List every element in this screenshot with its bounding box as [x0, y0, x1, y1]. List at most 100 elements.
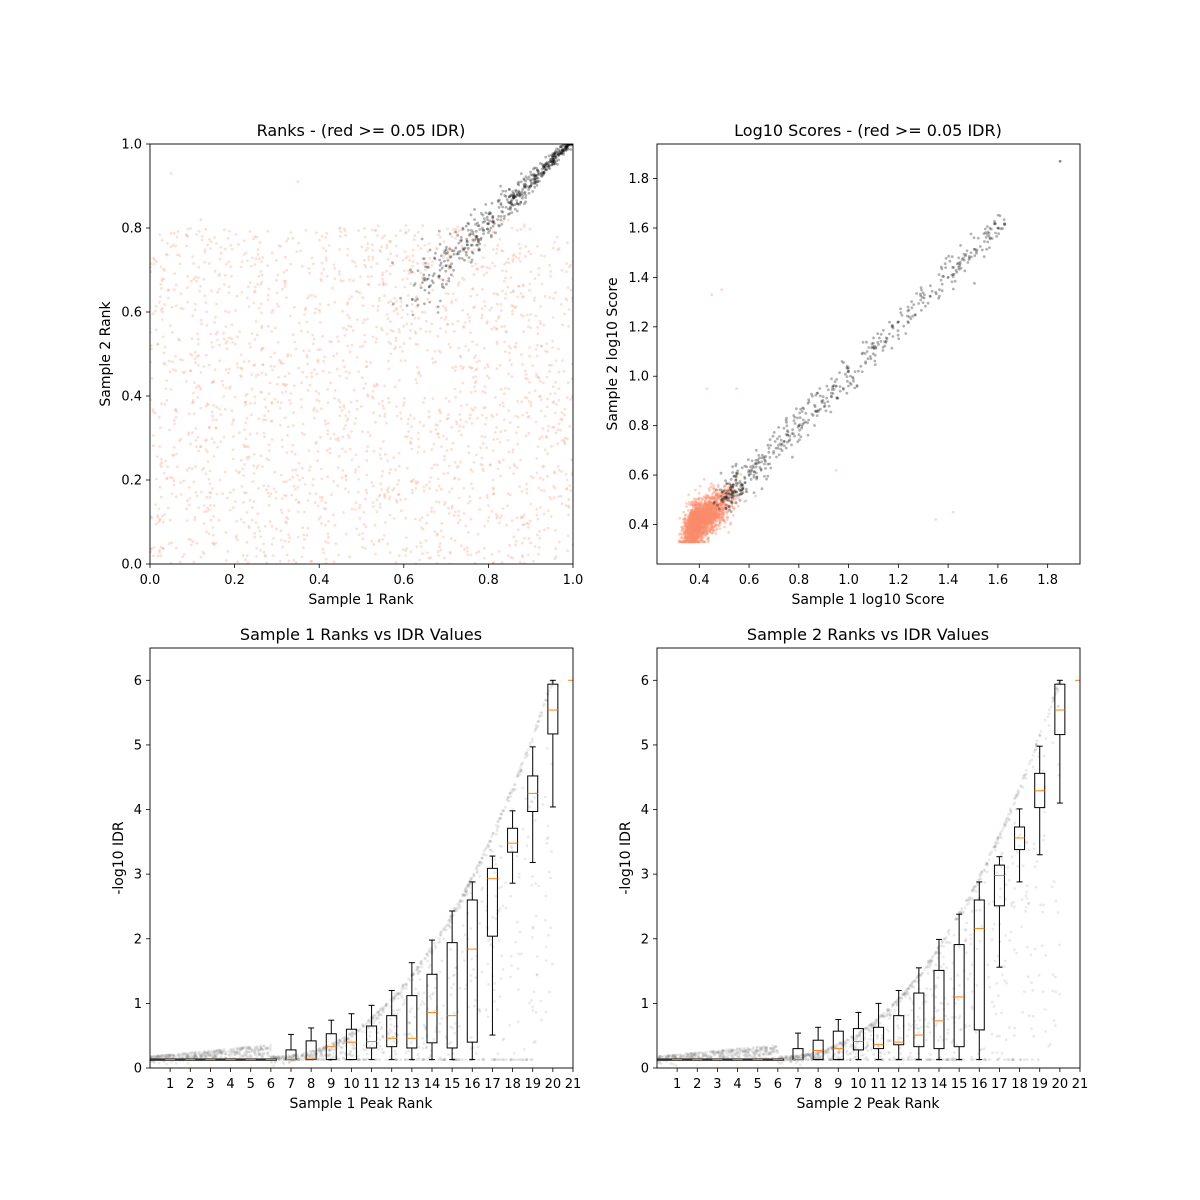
- scatter-point-red: [725, 507, 728, 511]
- scatter-point-red: [695, 515, 698, 518]
- scatter-point-red: [201, 550, 205, 554]
- scatter-point-red: [694, 528, 698, 532]
- scatter-point-red: [374, 384, 377, 388]
- scatter-point-red: [705, 519, 709, 523]
- scatter-point-red: [697, 514, 701, 518]
- scatter-point-red: [705, 512, 709, 516]
- scatter-point-red: [399, 229, 402, 233]
- scatter-point-black: [512, 193, 515, 196]
- scatter-point-red: [717, 494, 721, 498]
- scatter-point-red: [474, 262, 478, 266]
- scatter-point-black: [499, 215, 503, 218]
- scatter-point-red: [704, 519, 708, 522]
- scatter-point-red: [409, 440, 413, 444]
- scatter-point-red: [291, 333, 295, 337]
- scatter-point-red: [699, 526, 703, 530]
- scatter-point-red: [230, 337, 234, 341]
- scatter-point-red: [834, 468, 838, 472]
- scatter-point-red: [688, 528, 692, 531]
- scatter-point-red: [570, 458, 573, 462]
- scatter-point-red: [693, 531, 697, 535]
- scatter-point-red: [482, 406, 486, 410]
- scatter-point-red: [458, 413, 462, 416]
- scatter-point-red: [697, 518, 701, 522]
- scatter-point-red: [153, 309, 157, 313]
- scatter-point-black: [985, 225, 989, 228]
- scatter-point-red: [474, 406, 477, 409]
- scatter-point-red: [343, 365, 346, 369]
- scatter-point-red: [350, 507, 354, 511]
- scatter-point-black: [501, 205, 505, 209]
- scatter-point-red: [701, 530, 704, 533]
- scatter-point-red: [686, 528, 689, 531]
- scatter-point-red: [433, 530, 437, 534]
- scatter-point-red: [353, 422, 357, 425]
- scatter-point-red: [512, 253, 516, 256]
- scatter-point-red: [188, 352, 192, 356]
- scatter-point-black: [938, 294, 941, 298]
- scatter-point-red: [713, 514, 717, 518]
- scatter-point-red: [252, 237, 255, 241]
- scatter-point-red: [712, 510, 716, 514]
- scatter-point-red: [499, 430, 503, 434]
- scatter-point-red: [279, 401, 283, 405]
- scatter-point-red: [278, 406, 282, 410]
- scatter-point-red: [700, 536, 704, 540]
- scatter-point-red: [512, 472, 515, 475]
- scatter-point-red: [219, 251, 223, 255]
- scatter-point-red: [371, 258, 375, 261]
- scatter-point-red: [261, 465, 264, 469]
- scatter-point-red: [491, 478, 495, 482]
- scatter-point-red: [697, 519, 701, 523]
- scatter-point-red: [719, 501, 723, 505]
- scatter-point-red: [699, 507, 703, 510]
- scatter-point-red: [424, 319, 428, 323]
- scatter-point-black: [474, 236, 478, 240]
- scatter-point-black: [810, 392, 813, 396]
- scatter-point-red: [412, 417, 416, 420]
- scatter-point-red: [337, 398, 340, 402]
- scatter-point-red: [696, 519, 699, 523]
- scatter-point-red: [697, 522, 701, 526]
- scatter-point-red: [697, 531, 700, 535]
- scatter-point-red: [698, 514, 701, 518]
- scatter-point-red: [685, 535, 688, 539]
- scatter-point-red: [688, 514, 692, 518]
- scatter-point-black: [516, 202, 519, 206]
- scatter-point-black: [730, 490, 734, 494]
- scatter-point-red: [696, 532, 700, 535]
- scatter-point-red: [701, 527, 704, 530]
- scatter-point-black: [963, 269, 967, 273]
- scatter-point-red: [306, 296, 310, 300]
- scatter-point-red: [718, 505, 721, 509]
- scatter-point-red: [709, 505, 712, 509]
- scatter-point-red: [420, 310, 424, 314]
- scatter-point-red: [694, 517, 698, 520]
- scatter-point-black: [534, 174, 538, 178]
- scatter-point-black: [904, 332, 908, 335]
- scatter-point-red: [715, 498, 719, 502]
- scatter-point-red: [185, 519, 189, 523]
- scatter-point-red: [194, 275, 198, 279]
- scatter-point-red: [710, 496, 714, 500]
- scatter-point-red: [710, 508, 714, 511]
- scatter-point-red: [523, 536, 526, 540]
- scatter-point-red: [704, 509, 708, 513]
- x-tick-label: 0.4: [309, 573, 330, 588]
- scatter-point-red: [348, 555, 352, 559]
- scatter-point-red: [692, 536, 695, 540]
- scatter-point-red: [528, 391, 531, 395]
- scatter-point-red: [196, 436, 200, 439]
- scatter-point-red: [691, 536, 694, 539]
- scatter-point-red: [565, 396, 569, 400]
- scatter-point-black: [767, 446, 771, 450]
- scatter-point-black: [548, 167, 552, 171]
- scatter-point-black: [511, 190, 515, 194]
- scatter-point-black: [476, 239, 480, 243]
- scatter-point-black: [733, 490, 736, 493]
- scatter-point-red: [447, 267, 451, 271]
- scatter-point-red: [527, 399, 531, 403]
- scatter-point-red: [200, 322, 203, 326]
- scatter-point-red: [694, 508, 697, 512]
- scatter-point-red: [216, 330, 219, 334]
